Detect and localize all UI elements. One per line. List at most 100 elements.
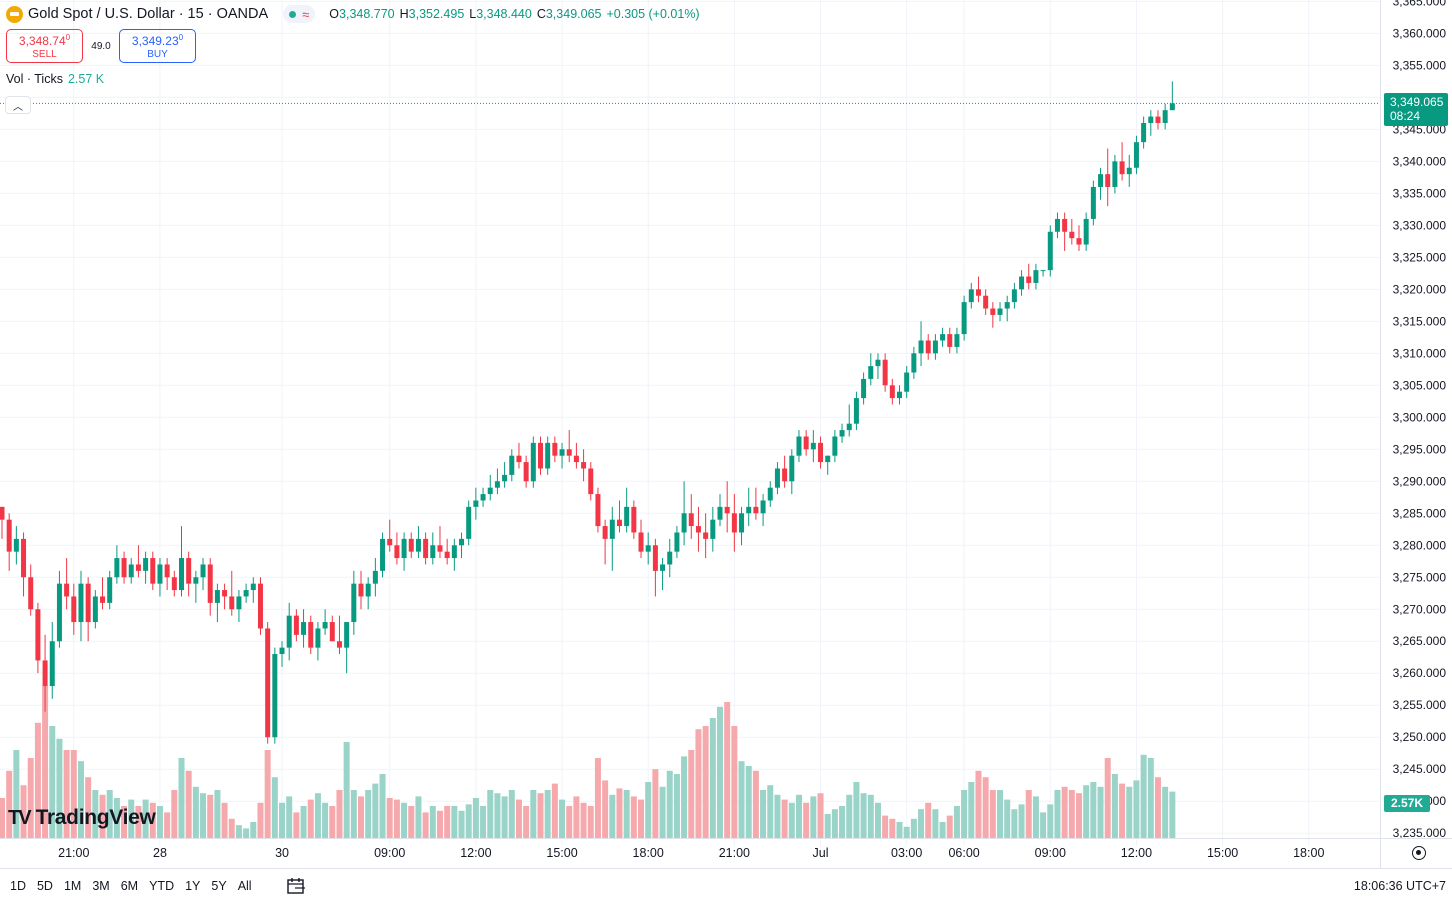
settings-gear-icon[interactable] [1412, 846, 1426, 860]
volume-bar [279, 802, 286, 838]
volume-bar [264, 750, 271, 838]
volume-bar [939, 822, 946, 838]
candle-body [703, 532, 709, 539]
buy-button[interactable]: 3,349.230 BUY [119, 29, 196, 63]
candle-body [573, 455, 579, 463]
range-5y[interactable]: 5Y [211, 879, 227, 893]
volume-bar [99, 794, 106, 838]
candle-body [49, 641, 55, 687]
candle-body [128, 564, 134, 578]
volume-bar [975, 770, 982, 838]
candle-body [1141, 122, 1147, 143]
volume-bar [49, 726, 56, 838]
volume-bar [372, 783, 379, 838]
volume-bar [867, 794, 874, 838]
volume-bar [1011, 809, 1018, 838]
volume-bar [235, 825, 242, 838]
candle-body [1062, 218, 1068, 232]
candle-body [279, 647, 285, 655]
volume-bar [523, 806, 530, 838]
candle-body [581, 462, 587, 469]
y-tick-label: 3,325.000 [1393, 250, 1447, 264]
volume-bar [1119, 783, 1126, 838]
candle-body [846, 423, 852, 431]
volume-bar [1004, 799, 1011, 838]
range-selector: 1D 5D 1M 3M 6M YTD 1Y 5Y All [10, 879, 252, 893]
candle-body [875, 359, 881, 367]
volume-bar [882, 815, 889, 838]
candle-body [207, 564, 213, 603]
range-all[interactable]: All [237, 879, 252, 893]
volume-bar [293, 812, 300, 838]
x-tick-label: 15:00 [546, 846, 577, 860]
market-status-pill[interactable]: ≈ [283, 5, 316, 23]
candle-body [21, 538, 27, 578]
candle-body [789, 455, 795, 482]
candle-body [803, 436, 809, 450]
candle-body [717, 506, 723, 520]
ohlc-close: C3,349.065 [536, 7, 602, 21]
range-5d[interactable]: 5D [36, 879, 53, 893]
candle-body [1011, 289, 1017, 303]
volume-bar [1140, 754, 1147, 838]
x-tick-label: 15:00 [1207, 846, 1238, 860]
range-ytd[interactable]: YTD [149, 879, 175, 893]
volume-bar [839, 806, 846, 838]
price-chart[interactable]: 3,235.0003,240.0003,245.0003,250.0003,25… [0, 0, 1452, 868]
volume-bar [422, 812, 429, 838]
candle-body [1069, 231, 1075, 239]
volume-bar [817, 793, 824, 838]
candle-body [1090, 186, 1096, 219]
sell-button[interactable]: 3,348.740 SELL [6, 29, 83, 63]
candle-body [918, 340, 924, 354]
candle-body [179, 558, 184, 591]
candle-body [315, 628, 321, 648]
volume-bar [896, 822, 903, 838]
symbol-title[interactable]: Gold Spot / U.S. Dollar · 15 · OANDA [28, 6, 269, 22]
volume-bar [795, 794, 802, 838]
candle-body [408, 538, 414, 552]
x-tick-label: 03:00 [891, 846, 922, 860]
candle-body [459, 538, 465, 546]
candle-body [947, 334, 953, 347]
volume-legend[interactable]: Vol · Ticks 2.57 K [6, 72, 104, 86]
candle-body [157, 564, 163, 584]
volume-bar [135, 806, 142, 838]
volume-bar [508, 790, 515, 838]
range-1y[interactable]: 1Y [185, 879, 201, 893]
go-to-date-calendar-icon[interactable] [286, 877, 306, 895]
tradingview-logo[interactable]: TV TradingView [8, 806, 156, 830]
candle-body [695, 526, 701, 533]
volume-bar [322, 802, 329, 838]
volume-bar [616, 788, 623, 838]
volume-bar [63, 750, 70, 838]
range-1m[interactable]: 1M [63, 879, 82, 893]
candle-body [171, 577, 177, 591]
candle-body [1019, 276, 1025, 290]
x-tick-label: Jul [813, 846, 829, 860]
candle-body [559, 449, 565, 456]
volume-bar [314, 793, 321, 838]
candle-body [423, 538, 429, 559]
candle-body [961, 302, 967, 335]
range-1d[interactable]: 1D [10, 879, 26, 893]
volume-bar [681, 756, 688, 838]
volume-bar [1076, 793, 1082, 838]
volume-bar [645, 782, 652, 838]
range-3m[interactable]: 3M [92, 879, 110, 893]
y-tick-label: 3,265.000 [1393, 634, 1447, 648]
candle-body [372, 570, 378, 584]
volume-bar [458, 810, 465, 838]
candle-body [308, 622, 314, 648]
range-6m[interactable]: 6M [120, 879, 139, 893]
candle-body [365, 583, 371, 597]
volume-bar [760, 790, 767, 838]
candle-body [229, 596, 235, 610]
candle-body [193, 577, 199, 584]
candle-body [853, 398, 859, 424]
volume-bar [731, 726, 738, 838]
clock-timezone[interactable]: 18:06:36 UTC+7 [1353, 879, 1446, 893]
y-tick-label: 3,285.000 [1393, 506, 1447, 520]
volume-bar [702, 726, 709, 838]
collapse-legend-button[interactable]: ︿ [5, 96, 31, 114]
